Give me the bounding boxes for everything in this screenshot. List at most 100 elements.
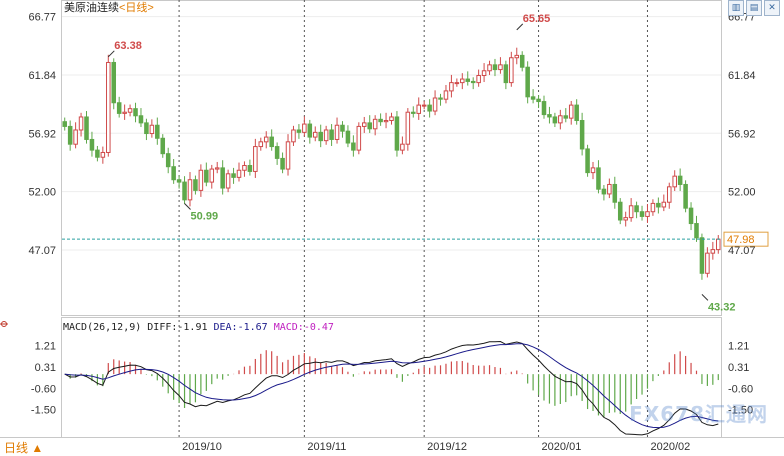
candle bbox=[574, 99, 579, 125]
month-tick: 2020/01 bbox=[542, 441, 582, 453]
price-tick-left: 52.00 bbox=[28, 187, 56, 199]
candle bbox=[285, 134, 291, 176]
candle bbox=[705, 247, 710, 278]
bar-chart-icon[interactable]: ▤ bbox=[746, 0, 762, 16]
last-price-box bbox=[723, 231, 769, 247]
macd-tick-right: 0.31 bbox=[728, 362, 749, 374]
candle bbox=[394, 111, 400, 157]
candle bbox=[247, 159, 253, 176]
extreme-annotation: 65.65 bbox=[523, 13, 551, 25]
price-tick-left: 47.07 bbox=[28, 245, 56, 257]
grid bbox=[62, 0, 721, 437]
candle bbox=[291, 125, 296, 146]
candle bbox=[242, 161, 247, 177]
macd-tick-right: -0.60 bbox=[728, 383, 753, 395]
candle bbox=[198, 164, 204, 197]
crosshair-icon[interactable] bbox=[0, 321, 8, 327]
candle bbox=[421, 100, 427, 110]
candle bbox=[106, 54, 111, 157]
candle bbox=[62, 117, 67, 131]
price-tick-left: 66.77 bbox=[28, 12, 56, 24]
plot-frame bbox=[61, 0, 722, 316]
candles: 47.98 63.38 50.99 65.65 43.32 bbox=[62, 13, 769, 313]
candle bbox=[155, 117, 160, 145]
candle bbox=[269, 129, 274, 151]
candle bbox=[536, 95, 541, 109]
candle bbox=[296, 124, 302, 139]
candle bbox=[149, 119, 155, 138]
chart-title: 美原油连续<日线> bbox=[64, 0, 154, 14]
dea-line bbox=[64, 343, 719, 429]
candle bbox=[612, 176, 618, 209]
candle bbox=[541, 95, 547, 119]
candle bbox=[405, 108, 411, 151]
macd-value: -0.47 bbox=[304, 322, 334, 333]
candle bbox=[683, 180, 688, 213]
candle bbox=[634, 201, 639, 219]
candle bbox=[666, 182, 672, 209]
candle bbox=[95, 145, 100, 162]
candle bbox=[454, 78, 460, 87]
period-selector[interactable]: 日线 ▲ bbox=[4, 441, 44, 455]
candle bbox=[601, 185, 607, 201]
candle bbox=[383, 112, 389, 129]
candle bbox=[498, 57, 503, 74]
candle bbox=[661, 194, 667, 212]
candle bbox=[356, 122, 362, 155]
candle bbox=[438, 93, 443, 106]
candle bbox=[481, 63, 487, 83]
price-tick-left: 61.84 bbox=[28, 70, 56, 82]
candle bbox=[656, 197, 661, 214]
macd-panel bbox=[64, 340, 719, 436]
candle bbox=[509, 51, 514, 87]
close-icon[interactable]: ✕ bbox=[764, 0, 780, 16]
candle bbox=[127, 104, 133, 117]
candle bbox=[209, 164, 215, 189]
candle bbox=[716, 235, 721, 254]
candle bbox=[519, 51, 525, 72]
candle bbox=[585, 144, 590, 177]
candle bbox=[351, 135, 356, 157]
candle bbox=[340, 121, 345, 138]
candlestick-icon[interactable]: ▥ bbox=[728, 0, 744, 16]
month-tick: 2019/11 bbox=[307, 441, 346, 453]
candle bbox=[389, 112, 394, 125]
candle bbox=[694, 215, 699, 242]
candle bbox=[628, 198, 634, 222]
candle bbox=[645, 204, 650, 223]
candle bbox=[367, 115, 372, 133]
candle bbox=[165, 147, 171, 174]
price-tick-left: 56.92 bbox=[28, 128, 56, 140]
candle bbox=[111, 58, 117, 110]
month-tick: 2019/10 bbox=[182, 441, 222, 453]
candle bbox=[220, 160, 225, 195]
candle bbox=[138, 108, 144, 128]
candle bbox=[443, 84, 449, 104]
extreme-annotation: 63.38 bbox=[114, 40, 142, 52]
candle bbox=[617, 198, 623, 225]
candle bbox=[699, 233, 705, 280]
macd-title: MACD(26,12,9) DIFF:-1.91 DEA:-1.67 MACD:-0.… bbox=[63, 322, 334, 333]
candle bbox=[144, 118, 149, 141]
candle bbox=[432, 90, 438, 116]
macd-tick-left: -0.60 bbox=[31, 383, 56, 395]
candle bbox=[416, 97, 422, 120]
extreme-annotation: 50.99 bbox=[191, 211, 219, 223]
diff-value: -1.91 bbox=[177, 322, 207, 333]
candle bbox=[378, 113, 383, 126]
candle bbox=[160, 134, 166, 158]
candle bbox=[547, 106, 552, 124]
candle bbox=[171, 159, 176, 184]
candle bbox=[263, 131, 269, 149]
candle bbox=[193, 175, 198, 195]
macd-tick-right: 1.21 bbox=[728, 341, 749, 353]
extreme-annotation: 43.32 bbox=[708, 301, 736, 313]
annotation-leader bbox=[516, 23, 524, 31]
price-tick-right: 47.07 bbox=[728, 245, 756, 257]
candle bbox=[411, 106, 416, 118]
price-tick-right: 56.92 bbox=[728, 128, 756, 140]
macd-tick-left: 0.31 bbox=[35, 362, 56, 374]
macd-tick-left: 1.21 bbox=[35, 341, 56, 353]
candle bbox=[89, 131, 95, 157]
candle bbox=[460, 73, 465, 90]
